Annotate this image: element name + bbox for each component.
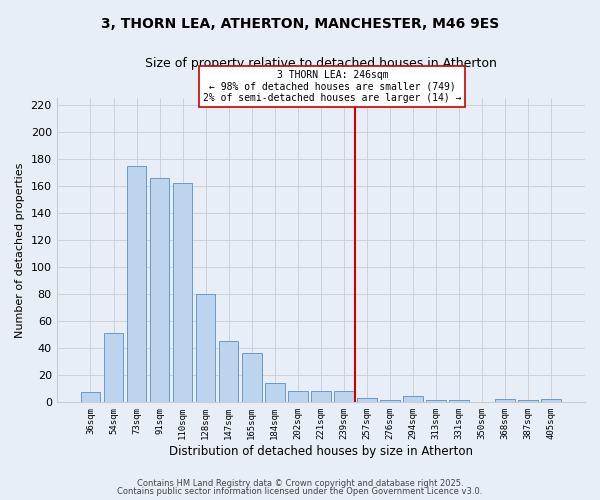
Bar	[219, 341, 238, 402]
Bar	[104, 333, 123, 402]
Title: Size of property relative to detached houses in Atherton: Size of property relative to detached ho…	[145, 58, 497, 70]
Bar	[288, 391, 308, 402]
Bar	[150, 178, 169, 402]
Bar	[265, 383, 284, 402]
Bar	[196, 294, 215, 402]
Bar	[127, 166, 146, 402]
Bar	[380, 400, 400, 402]
Bar	[242, 353, 262, 402]
Bar	[334, 391, 353, 402]
Text: Contains public sector information licensed under the Open Government Licence v3: Contains public sector information licen…	[118, 487, 482, 496]
Bar	[541, 399, 561, 402]
Text: Contains HM Land Registry data © Crown copyright and database right 2025.: Contains HM Land Registry data © Crown c…	[137, 478, 463, 488]
Bar	[426, 400, 446, 402]
Bar	[518, 400, 538, 402]
Bar	[403, 396, 423, 402]
X-axis label: Distribution of detached houses by size in Atherton: Distribution of detached houses by size …	[169, 444, 473, 458]
Bar	[449, 400, 469, 402]
Text: 3, THORN LEA, ATHERTON, MANCHESTER, M46 9ES: 3, THORN LEA, ATHERTON, MANCHESTER, M46 …	[101, 18, 499, 32]
Bar	[496, 399, 515, 402]
Y-axis label: Number of detached properties: Number of detached properties	[15, 162, 25, 338]
Bar	[357, 398, 377, 402]
Bar	[80, 392, 100, 402]
Bar	[173, 183, 193, 402]
Text: 3 THORN LEA: 246sqm
← 98% of detached houses are smaller (749)
2% of semi-detach: 3 THORN LEA: 246sqm ← 98% of detached ho…	[203, 70, 461, 104]
Bar	[311, 391, 331, 402]
